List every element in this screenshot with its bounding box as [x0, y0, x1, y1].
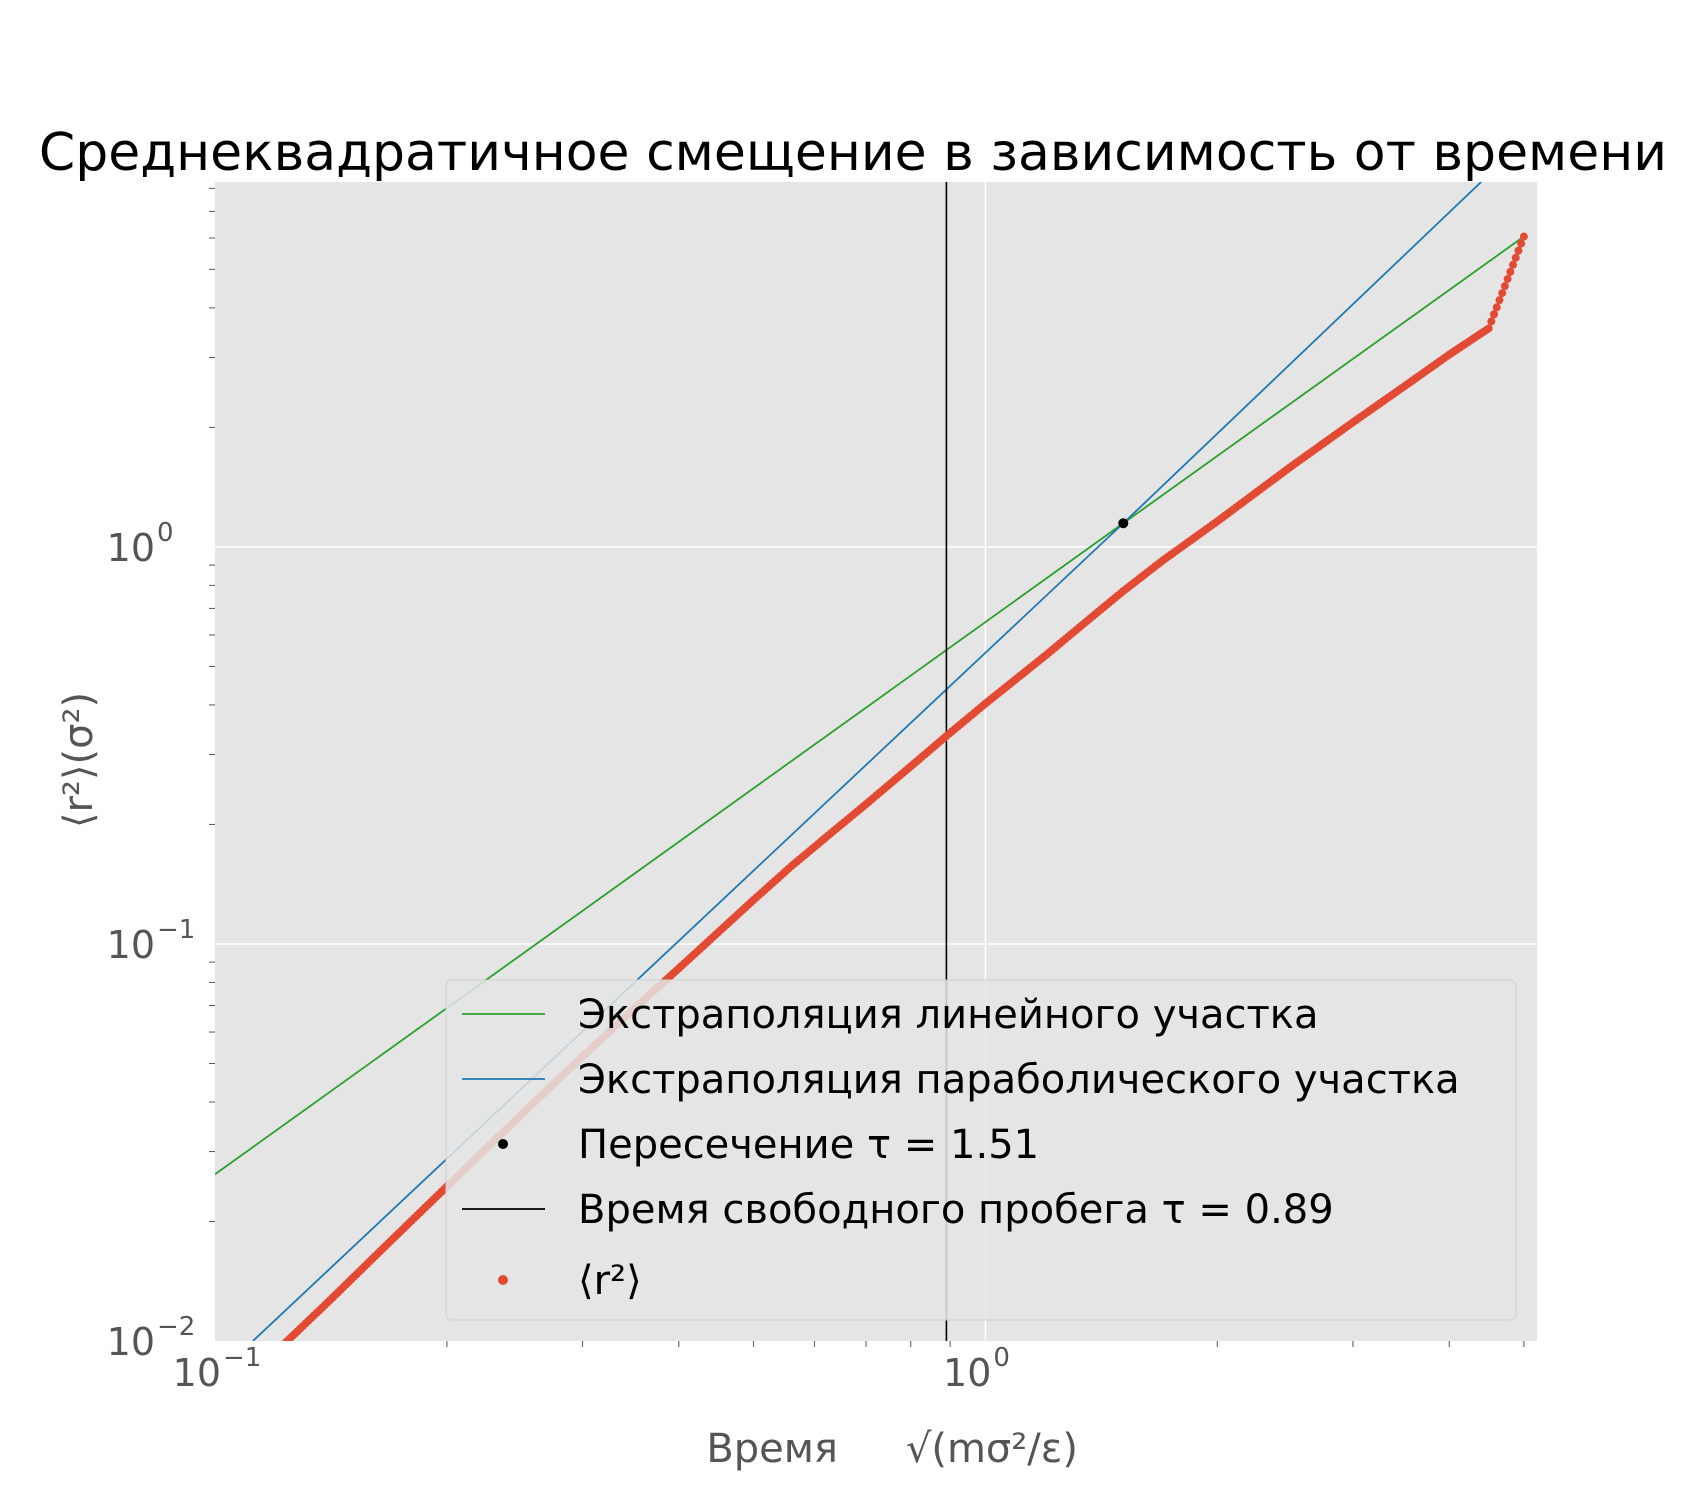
chart-title: Среднеквадратичное смещение в зависимост… — [39, 123, 1667, 183]
msd-data-point — [1490, 310, 1499, 319]
msd-data-point — [269, 1350, 277, 1358]
msd-data-point — [1498, 289, 1507, 298]
msd-data-point — [1500, 282, 1509, 291]
msd-data-point — [216, 1399, 224, 1407]
msd-data-point — [1509, 260, 1518, 269]
legend-item: Время свободного пробега τ = 0.89 — [462, 1187, 1334, 1233]
msd-data-point — [240, 1377, 248, 1385]
msd-data-point — [272, 1348, 280, 1356]
msd-data-point — [227, 1389, 235, 1397]
msd-data-point — [1511, 253, 1520, 262]
msd-data-point — [1514, 246, 1523, 255]
msd-data-point — [1492, 303, 1501, 312]
y-tick-base: 10 — [107, 923, 155, 967]
x-tick-label: 10 0 — [943, 1343, 1010, 1395]
msd-data-point — [1484, 324, 1493, 333]
msd-data-point — [214, 1401, 222, 1409]
msd-data-point — [1517, 239, 1526, 248]
y-tick-label: 10 −2 — [107, 1312, 196, 1364]
intersection-point — [1118, 518, 1129, 529]
legend-item: Экстраполяция параболического участка — [462, 1057, 1460, 1103]
legend: Экстраполяция линейного участка Экстрапол… — [445, 979, 1517, 1321]
msd-data-point — [261, 1357, 269, 1365]
msd-data-point — [1506, 267, 1515, 276]
legend-item: Пересечение τ = 1.51 — [498, 1122, 1039, 1168]
msd-data-point — [219, 1396, 227, 1404]
legend-label: Время свободного пробега τ = 0.89 — [578, 1187, 1334, 1233]
x-tick-exponent: 0 — [993, 1343, 1010, 1373]
msd-data-point — [1487, 317, 1496, 326]
x-tick-label: 10 −1 — [173, 1343, 262, 1395]
legend-item: Экстраполяция линейного участка — [462, 992, 1318, 1038]
minor-ticks — [209, 187, 1525, 1347]
y-tick-base: 10 — [107, 526, 155, 570]
y-tick-base: 10 — [107, 1320, 155, 1364]
msd-data-point — [1503, 274, 1512, 283]
msd-data-point — [235, 1382, 243, 1390]
msd-data-point — [224, 1391, 232, 1399]
x-tick-exponent: −1 — [223, 1343, 261, 1373]
legend-point-swatch — [498, 1275, 508, 1285]
x-tick-base: 10 — [173, 1351, 221, 1395]
x-axis-label: Время √(mσ²/ε) — [706, 1426, 1078, 1472]
legend-items: Экстраполяция линейного участка Экстрапол… — [462, 992, 1460, 1304]
msd-data-point — [264, 1355, 272, 1363]
legend-point-swatch — [498, 1139, 508, 1149]
x-tick-base: 10 — [943, 1351, 991, 1395]
legend-label: Экстраполяция линейного участка — [578, 992, 1318, 1038]
legend-box — [445, 979, 1517, 1321]
y-tick-exponent: 0 — [157, 518, 174, 548]
x-axis-title: Время — [706, 1426, 838, 1472]
x-axis-unit: √(mσ²/ε) — [906, 1426, 1078, 1472]
x-tick-labels: 10 −1 10 0 — [173, 1343, 1010, 1395]
msd-data-point — [243, 1374, 251, 1382]
y-tick-label: 10 −1 — [107, 915, 196, 967]
msd-data-point — [1519, 232, 1528, 241]
msd-data-point — [232, 1384, 240, 1392]
msd-data-point — [277, 1343, 285, 1351]
msd-data-point — [211, 1404, 219, 1412]
y-tick-label: 10 0 — [107, 518, 174, 570]
msd-data-point — [267, 1353, 275, 1361]
msd-data-point — [245, 1372, 253, 1380]
legend-label: Экстраполяция параболического участка — [578, 1057, 1460, 1103]
y-tick-exponent: −2 — [157, 1312, 195, 1342]
msd-data-point — [281, 1340, 287, 1341]
msd-data-point — [1495, 296, 1504, 305]
msd-data-point — [222, 1394, 230, 1402]
legend-label: Пересечение τ = 1.51 — [578, 1122, 1039, 1168]
y-tick-exponent: −1 — [157, 915, 195, 945]
msd-data-point — [230, 1387, 238, 1395]
msd-data-point — [275, 1345, 283, 1353]
legend-label: ⟨r²⟩ — [578, 1258, 642, 1304]
msd-data-point — [238, 1379, 246, 1387]
y-axis-label: ⟨r²⟩(σ²) — [56, 692, 102, 828]
legend-item: ⟨r²⟩ — [498, 1258, 642, 1304]
